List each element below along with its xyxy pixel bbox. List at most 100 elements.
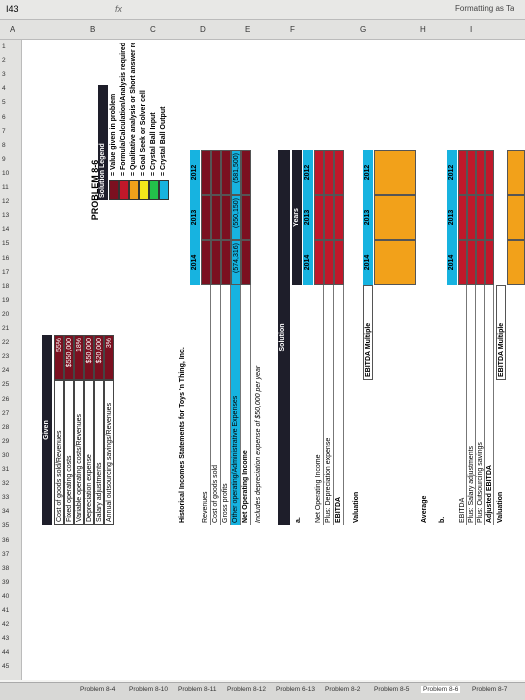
row-number: 28 <box>2 423 10 431</box>
name-box[interactable]: I43 <box>6 4 19 14</box>
historical-cell: (581,500) <box>231 150 241 195</box>
given-value: $20,000 <box>94 335 104 380</box>
sheet-tab[interactable]: Problem 8-2 <box>325 686 361 693</box>
row-number: 32 <box>2 480 10 488</box>
formula-cell <box>476 150 485 195</box>
historical-cell <box>201 240 211 285</box>
year-header: 2013 <box>190 195 200 240</box>
given-label: Fixed operating costs <box>64 380 74 525</box>
row-number: 1 <box>2 43 6 50</box>
sheet-tab[interactable]: Problem 8-7 <box>472 686 508 693</box>
fx-label: fx <box>115 4 123 14</box>
answer-cell <box>374 240 416 285</box>
row-number: 41 <box>2 607 10 614</box>
formula-cell <box>485 240 494 285</box>
formula-cell <box>334 150 344 195</box>
sheet-tab[interactable]: Problem 8-5 <box>374 686 410 693</box>
formula-cell <box>324 195 334 240</box>
row-label: Revenues <box>201 285 211 525</box>
year-header: 2013 <box>363 195 373 240</box>
year-header: 2012 <box>190 150 200 195</box>
row-number: 5 <box>2 99 6 107</box>
row-number: 3 <box>2 71 6 79</box>
row-label: EBITDA Multiple <box>496 285 506 380</box>
column-letter: C <box>150 25 156 34</box>
row-number: 14 <box>2 226 10 234</box>
row-label: Gross profits <box>221 285 231 525</box>
row-number: 31 <box>2 466 10 473</box>
row-number: 25 <box>2 381 10 389</box>
row-number: 17 <box>2 268 10 276</box>
formula-cell <box>467 240 476 285</box>
row-number: 6 <box>2 113 6 121</box>
historical-cell <box>211 240 221 285</box>
row-label: EBITDA <box>334 285 344 525</box>
formula-cell <box>485 195 494 240</box>
sheet-tab[interactable]: Problem 8-10 <box>129 686 169 693</box>
formula-cell <box>334 240 344 285</box>
formula-cell <box>314 240 324 285</box>
sheet-tab[interactable]: Problem 6-13 <box>276 686 316 693</box>
legend-text: = Goal Seek or Solver cell <box>140 90 147 176</box>
row-number: 12 <box>2 198 10 206</box>
legend-swatch <box>129 180 139 200</box>
legend-swatch <box>139 180 149 200</box>
given-label: Depreciation expense <box>84 380 94 525</box>
row-number: 23 <box>2 353 10 361</box>
row-number: 37 <box>2 550 10 558</box>
row-label: Other operating/Administrative Expenses <box>231 285 241 525</box>
legend-swatch <box>119 180 129 200</box>
sheet-tab[interactable]: Problem 8-4 <box>80 686 116 693</box>
formula-cell <box>485 150 494 195</box>
row-label: Valuation <box>353 491 360 523</box>
sheet-tab[interactable]: Problem 8-12 <box>227 686 267 693</box>
year-header: 2013 <box>447 195 457 240</box>
year-header: 2014 <box>363 240 373 285</box>
sheet-tab[interactable]: Problem 8-11 <box>178 686 217 693</box>
column-letter: D <box>200 25 206 34</box>
legend-swatch <box>109 180 119 200</box>
historical-cell <box>241 195 251 240</box>
answer-cell <box>507 195 525 240</box>
row-number: 43 <box>2 635 10 643</box>
row-number: 24 <box>2 367 10 375</box>
row-number: 35 <box>2 522 10 530</box>
column-letter: A <box>10 25 16 34</box>
legend-text: = Crystal Ball Input <box>150 112 157 176</box>
historical-cell <box>211 150 221 195</box>
row-number: 2 <box>2 57 6 65</box>
sheet-tab[interactable]: Problem 8-6 <box>421 686 461 693</box>
row-number: 29 <box>2 437 10 445</box>
legend-title: Solution Legend <box>98 85 108 200</box>
row-number: 21 <box>2 325 10 332</box>
year-header: 2014 <box>190 240 200 285</box>
column-letter: H <box>420 25 426 34</box>
historical-cell <box>241 150 251 195</box>
row-label: Adjusted EBITDA <box>485 285 494 525</box>
formula-cell <box>476 240 485 285</box>
legend-swatch <box>159 180 169 200</box>
row-number: 38 <box>2 564 10 572</box>
legend-text: = Qualitative analysis or Short answer r… <box>130 43 137 176</box>
formula-cell <box>467 150 476 195</box>
given-value: 18% <box>74 335 84 380</box>
historical-cell: (550,150) <box>231 195 241 240</box>
answer-cell <box>374 195 416 240</box>
ribbon-button[interactable]: Formatting as Ta <box>455 4 515 13</box>
column-letter: E <box>245 25 251 34</box>
given-header: Given <box>42 335 52 525</box>
part-label: a. <box>295 517 302 523</box>
given-label: Salary adjustments <box>94 380 104 525</box>
historical-cell: (574,316) <box>231 240 241 285</box>
given-value: $550,000 <box>64 335 74 380</box>
year-header: 2012 <box>363 150 373 195</box>
formula-cell <box>324 150 334 195</box>
historical-cell <box>221 195 231 240</box>
year-header: 2012 <box>447 150 457 195</box>
row-number: 30 <box>2 451 10 459</box>
row-number: 44 <box>2 649 10 657</box>
formula-cell <box>324 240 334 285</box>
row-number: 42 <box>2 621 10 629</box>
sheet-tabs: Problem 8-4 Problem 8-10 Problem 8-11 Probl… <box>0 682 525 700</box>
column-letter: F <box>290 25 295 34</box>
